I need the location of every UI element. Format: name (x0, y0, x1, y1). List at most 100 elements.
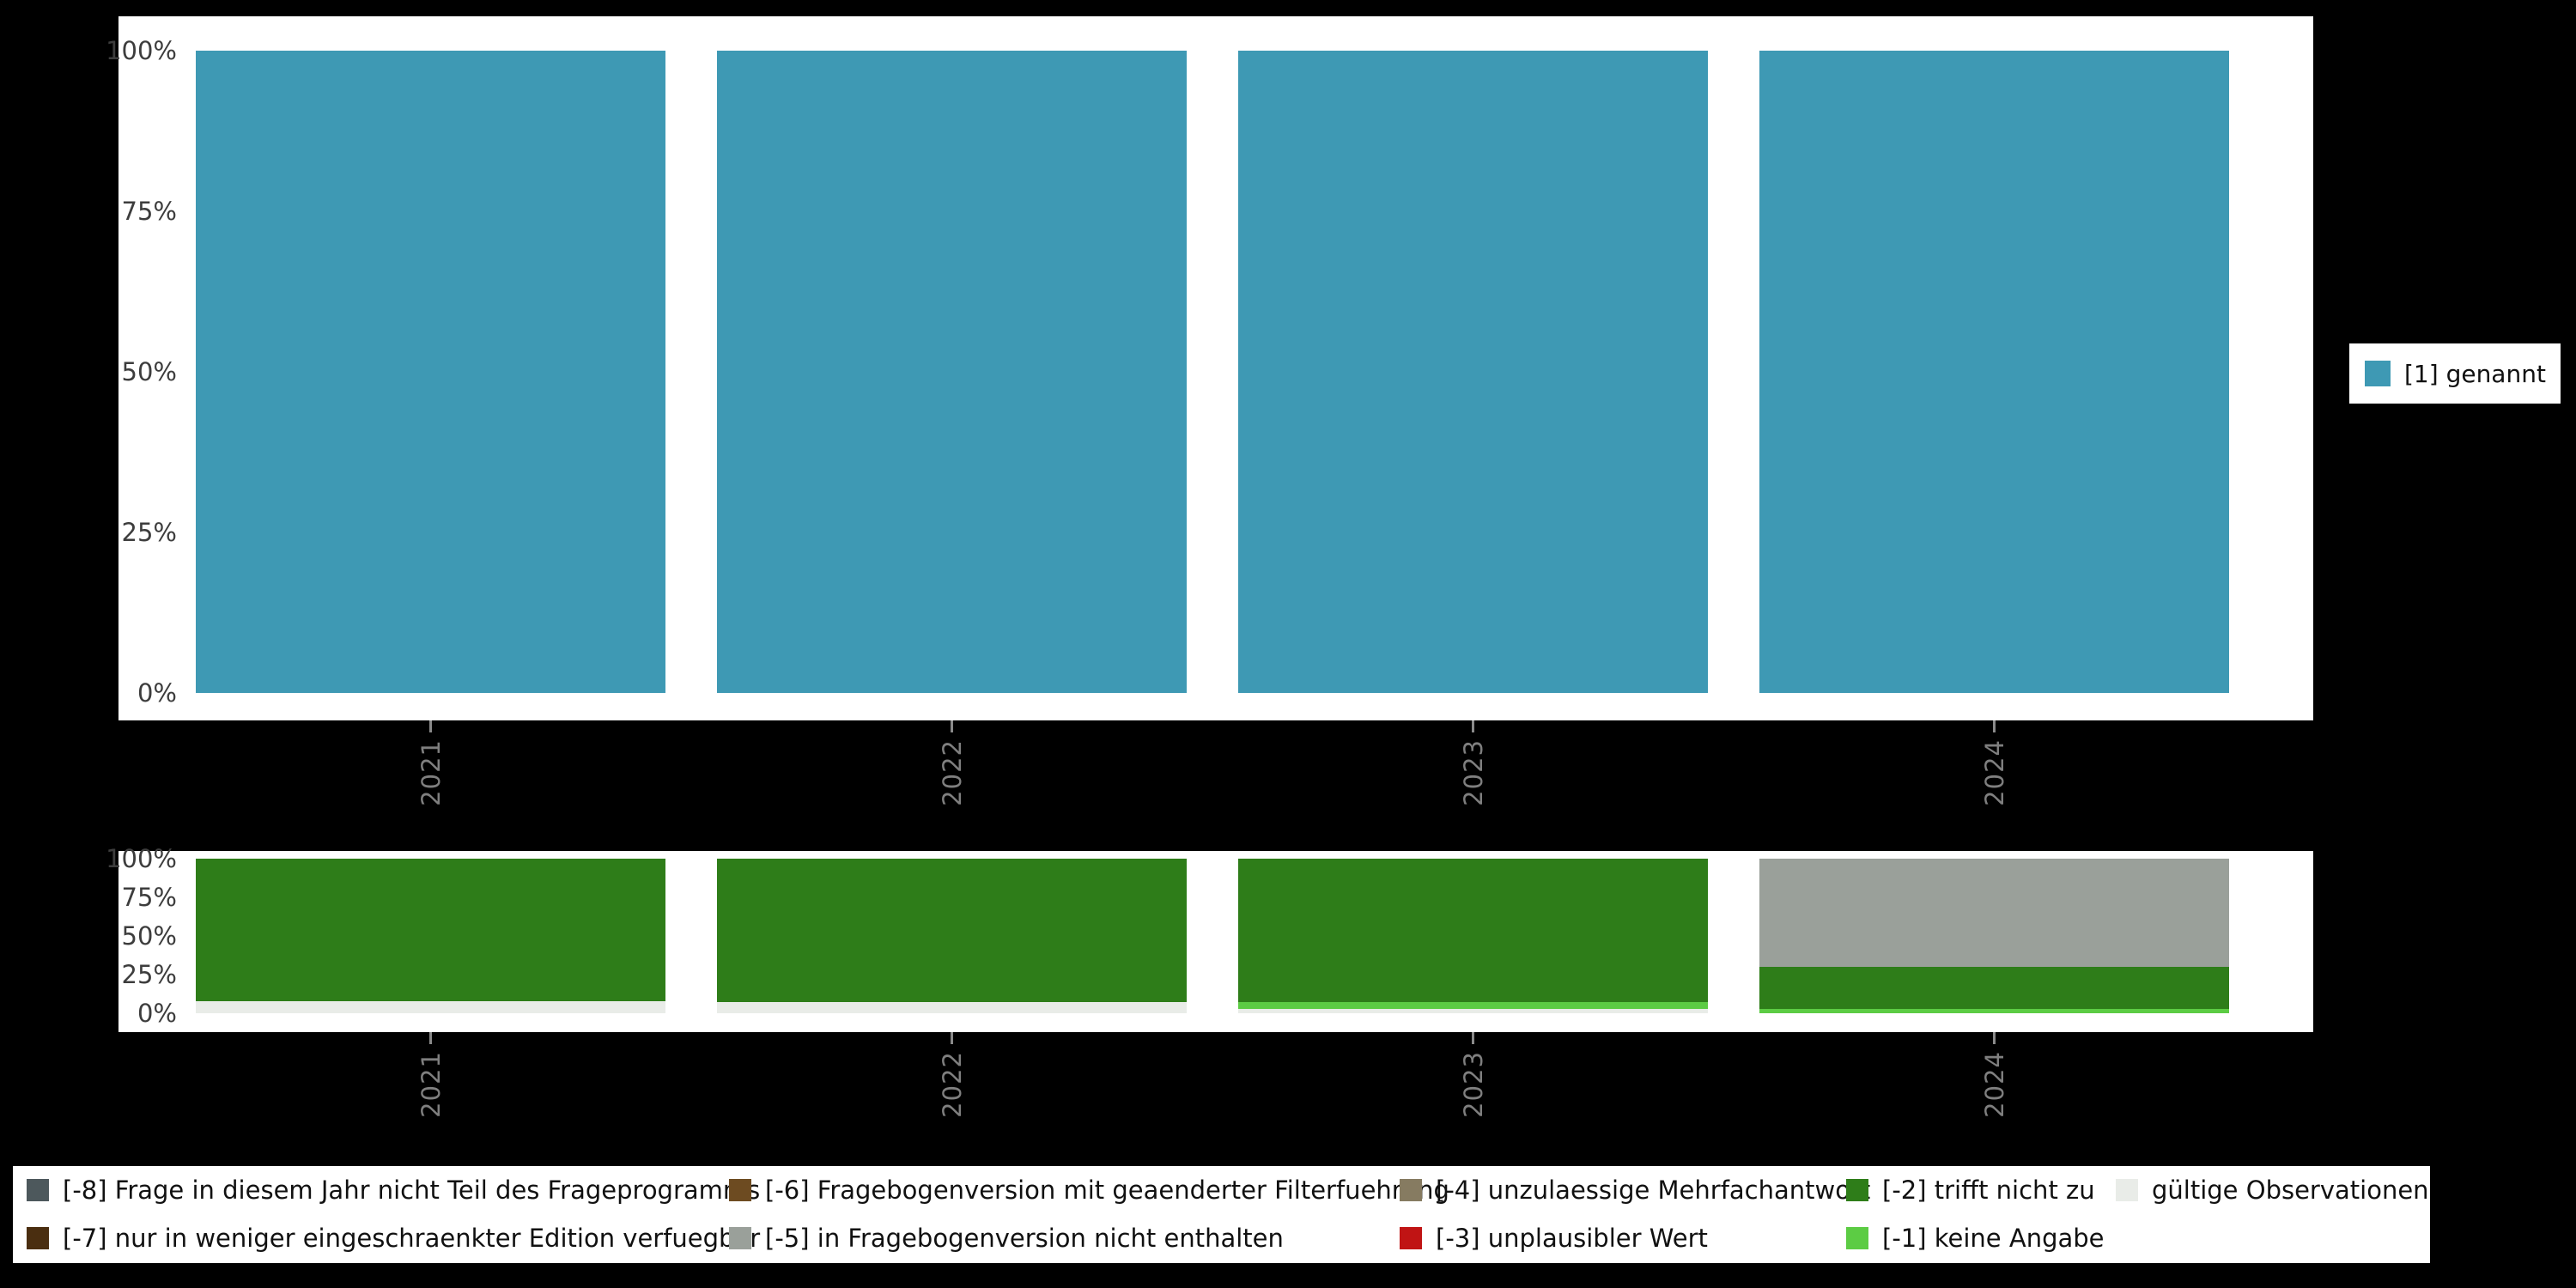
bar-segment (1238, 1002, 1708, 1009)
bar-2024 (1759, 51, 2229, 693)
x-tick-mark (951, 1032, 953, 1044)
legend-swatch (729, 1179, 751, 1201)
main-legend: [1] genannt (2349, 343, 2561, 404)
y-tick-label: 0% (137, 999, 177, 1028)
bar-2021 (196, 51, 665, 693)
bar-2022 (717, 859, 1187, 1013)
legend-swatch (2116, 1179, 2138, 1201)
bar-segment (717, 51, 1187, 693)
x-tick-mark (429, 720, 432, 732)
x-tick-mark (1993, 720, 1996, 732)
x-tick-label: 2021 (416, 1051, 446, 1118)
bar-segment (1238, 859, 1708, 1003)
y-tick-label: 75% (121, 883, 177, 912)
y-tick-label: 100% (106, 36, 177, 65)
legend-item: [-5] in Fragebogenversion nicht enthalte… (729, 1214, 1449, 1262)
legend-label-genannt: [1] genannt (2404, 359, 2546, 388)
legend-label: [-3] unplausibler Wert (1436, 1224, 1708, 1253)
legend-column: [-2] trifft nicht zu [-1] keine Angabe (1846, 1166, 2105, 1263)
bar-2022 (717, 51, 1187, 693)
plot-area-missing (196, 859, 2229, 1013)
y-axis-main: 100% 75% 50% 25% 0% (106, 36, 182, 708)
legend-column: [-6] Fragebogenversion mit geaenderter F… (729, 1166, 1449, 1263)
legend-label: [-8] Frage in diesem Jahr nicht Teil des… (63, 1176, 761, 1205)
x-axis-main: 2021 2022 2023 2024 (196, 720, 2229, 836)
x-tick-cell: 2024 (1759, 1032, 2229, 1148)
bar-segment (1759, 51, 2229, 693)
legend-label: [-4] unzulaessige Mehrfachantwort (1436, 1176, 1871, 1205)
legend-swatch (27, 1179, 49, 1201)
legend-item: [-3] unplausibler Wert (1400, 1214, 1870, 1262)
x-tick-cell: 2023 (1238, 720, 1708, 836)
x-tick-mark (951, 720, 953, 732)
legend-item: [-8] Frage in diesem Jahr nicht Teil des… (27, 1166, 760, 1214)
legend-swatch (729, 1227, 751, 1249)
legend-swatch (27, 1227, 49, 1249)
legend-item: gültige Observationen (2116, 1166, 2429, 1214)
bar-segment (1238, 1008, 1708, 1013)
legend-column: [-8] Frage in diesem Jahr nicht Teil des… (27, 1166, 760, 1263)
bar-segment (717, 1002, 1187, 1013)
legend-label: gültige Observationen (2152, 1176, 2429, 1205)
bar-2021 (196, 859, 665, 1013)
x-tick-mark (429, 1032, 432, 1044)
x-tick-cell: 2022 (717, 720, 1187, 836)
bar-segment (1759, 967, 2229, 1009)
legend-item: [-7] nur in weniger eingeschraenkter Edi… (27, 1214, 760, 1262)
x-tick-mark (1993, 1032, 1996, 1044)
legend-item: [-1] keine Angabe (1846, 1214, 2105, 1262)
x-tick-label: 2023 (1458, 739, 1488, 806)
x-tick-label: 2023 (1458, 1051, 1488, 1118)
x-tick-cell: 2022 (717, 1032, 1187, 1148)
x-axis-missing: 2021 2022 2023 2024 (196, 1032, 2229, 1148)
x-tick-label: 2024 (1979, 739, 2009, 806)
y-tick-label: 100% (106, 844, 177, 873)
x-tick-mark (1472, 1032, 1474, 1044)
legend-swatch (1400, 1179, 1422, 1201)
legend-item: [-6] Fragebogenversion mit geaenderter F… (729, 1166, 1449, 1214)
bar-segment (1759, 859, 2229, 968)
x-tick-label: 2021 (416, 739, 446, 806)
legend-label: [-1] keine Angabe (1882, 1224, 2105, 1253)
x-tick-mark (1472, 720, 1474, 732)
legend-swatch (1400, 1227, 1422, 1249)
x-tick-cell: 2023 (1238, 1032, 1708, 1148)
bar-2024 (1759, 859, 2229, 1013)
legend-item: [-2] trifft nicht zu (1846, 1166, 2105, 1214)
legend-label: [-5] in Fragebogenversion nicht enthalte… (765, 1224, 1284, 1253)
legend-swatch (1846, 1179, 1868, 1201)
y-tick-label: 50% (121, 921, 177, 951)
legend-swatch (1846, 1227, 1868, 1249)
legend-swatch-genannt (2365, 361, 2391, 386)
x-tick-label: 2022 (937, 739, 967, 806)
bar-segment (717, 859, 1187, 1003)
x-tick-label: 2024 (1979, 1051, 2009, 1118)
missing-chart-panel: 100% 75% 50% 25% 0% (106, 844, 2313, 1032)
y-tick-label: 50% (121, 357, 177, 386)
y-tick-label: 0% (137, 678, 177, 708)
bar-segment (196, 1000, 665, 1013)
y-axis-missing: 100% 75% 50% 25% 0% (106, 844, 182, 1028)
x-tick-cell: 2021 (196, 720, 665, 836)
y-tick-label: 75% (121, 197, 177, 226)
bar-segment (196, 51, 665, 693)
legend-column: [-4] unzulaessige Mehrfachantwort [-3] un… (1400, 1166, 1870, 1263)
x-tick-cell: 2021 (196, 1032, 665, 1148)
bar-2023 (1238, 859, 1708, 1013)
legend-label: [-2] trifft nicht zu (1882, 1176, 2095, 1205)
bottom-legend: [-8] Frage in diesem Jahr nicht Teil des… (13, 1166, 2430, 1263)
legend-label: [-7] nur in weniger eingeschraenkter Edi… (63, 1224, 761, 1253)
x-tick-label: 2022 (937, 1051, 967, 1118)
bar-2023 (1238, 51, 1708, 693)
main-chart-panel: 100% 75% 50% 25% 0% (106, 16, 2313, 720)
y-tick-label: 25% (121, 518, 177, 547)
bar-segment (1759, 1008, 2229, 1013)
legend-column: gültige Observationen (2116, 1166, 2429, 1263)
legend-item: [-4] unzulaessige Mehrfachantwort (1400, 1166, 1870, 1214)
plot-area-main (196, 51, 2229, 693)
legend-label: [-6] Fragebogenversion mit geaenderter F… (765, 1176, 1449, 1205)
x-tick-cell: 2024 (1759, 720, 2229, 836)
bar-segment (196, 859, 665, 1001)
bar-segment (1238, 51, 1708, 693)
